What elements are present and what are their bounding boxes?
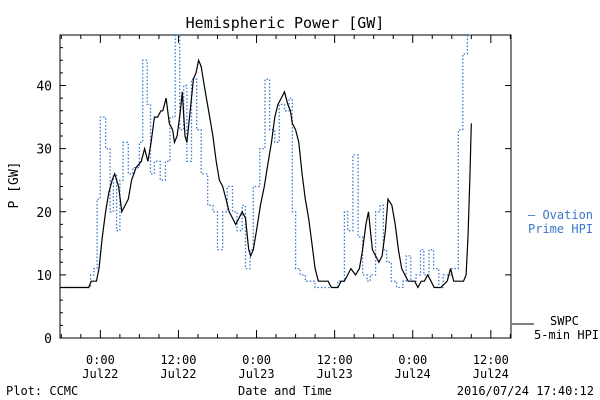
y-tick-label: 10 (36, 269, 52, 284)
y-tick-label: 0 (44, 332, 52, 347)
x-tick-label-date: Jul22 (82, 367, 118, 381)
x-tick-label-date: Jul22 (160, 367, 196, 381)
legend-swpc-label-line2: 5-min HPI (534, 328, 599, 342)
series-swpc-line (60, 58, 472, 289)
x-tick-label-time: 0:00 (398, 353, 427, 367)
plot-series (60, 34, 472, 289)
y-axis-label: P [GW] (7, 162, 22, 209)
x-tick-label-time: 12:00 (473, 353, 509, 367)
x-tick-label-time: 0:00 (86, 353, 115, 367)
legend-ovation-label-line1: — Ovation (528, 208, 593, 222)
legend-ovation-label-line2: Prime HPI (528, 222, 593, 236)
series-ovation-line (60, 34, 472, 289)
x-tick-label-date: Jul23 (317, 367, 353, 381)
y-tick-label: 30 (36, 143, 52, 158)
x-tick-label-date: Jul24 (473, 367, 509, 381)
x-tick-label-time: 12:00 (317, 353, 353, 367)
footer-credit: Plot: CCMC (6, 384, 78, 398)
y-tick-label: 40 (36, 80, 52, 95)
x-tick-label-time: 0:00 (242, 353, 271, 367)
x-tick-label-date: Jul24 (395, 367, 431, 381)
footer-timestamp: 2016/07/24 17:40:12 (457, 384, 594, 398)
x-tick-label-time: 12:00 (160, 353, 196, 367)
legend-swpc-label-line1: SWPC (550, 314, 579, 328)
y-tick-label: 20 (36, 206, 52, 221)
chart-title: Hemispheric Power [GW] (186, 14, 385, 32)
x-axis-label: Date and Time (238, 384, 332, 398)
plot-frame (59, 34, 512, 339)
x-tick-label-date: Jul23 (238, 367, 274, 381)
x-axis: 0:00Jul2212:00Jul220:00Jul2312:00Jul230:… (60, 35, 511, 381)
y-axis: 0 10 20 30 40 (36, 47, 511, 347)
